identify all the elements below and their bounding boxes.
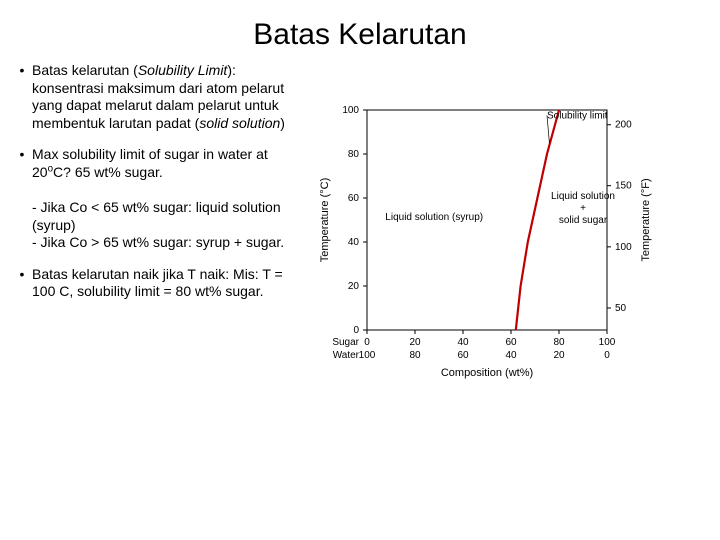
svg-text:80: 80 [553, 337, 565, 348]
bullet-marker: • [12, 266, 32, 301]
svg-text:0: 0 [353, 325, 359, 336]
bullet-marker: • [12, 62, 32, 132]
bullet-1-text: Batas kelarutan (Solubility Limit): kons… [32, 62, 304, 132]
svg-text:80: 80 [348, 149, 360, 160]
svg-text:200: 200 [615, 120, 632, 131]
svg-text:80: 80 [409, 350, 421, 361]
svg-text:40: 40 [505, 350, 517, 361]
text-column: • Batas kelarutan (Solubility Limit): ko… [12, 62, 312, 400]
svg-text:20: 20 [553, 350, 565, 361]
svg-text:+: + [580, 203, 586, 214]
svg-text:Liquid solution (syrup): Liquid solution (syrup) [385, 212, 483, 223]
svg-text:60: 60 [348, 193, 360, 204]
svg-text:60: 60 [505, 337, 517, 348]
svg-text:Sugar: Sugar [332, 337, 359, 348]
svg-text:100: 100 [615, 242, 632, 253]
bullet-1: • Batas kelarutan (Solubility Limit): ko… [12, 62, 304, 132]
svg-text:solid sugar: solid sugar [559, 215, 608, 226]
svg-text:Water: Water [333, 350, 360, 361]
svg-text:Temperature (°F): Temperature (°F) [640, 178, 652, 261]
bullet-marker: • [12, 146, 32, 252]
svg-text:40: 40 [457, 337, 469, 348]
svg-text:50: 50 [615, 303, 627, 314]
svg-text:Composition (wt%): Composition (wt%) [441, 367, 533, 379]
svg-text:60: 60 [457, 350, 469, 361]
svg-text:Temperature (°C): Temperature (°C) [319, 178, 331, 262]
svg-text:Liquid solution: Liquid solution [551, 191, 615, 202]
svg-text:150: 150 [615, 181, 632, 192]
svg-text:0: 0 [604, 350, 610, 361]
svg-text:20: 20 [348, 281, 360, 292]
bullet-3: • Batas kelarutan naik jika T naik: Mis:… [12, 266, 304, 301]
content-area: • Batas kelarutan (Solubility Limit): ko… [0, 62, 720, 400]
bullet-3-text: Batas kelarutan naik jika T naik: Mis: T… [32, 266, 304, 301]
svg-text:0: 0 [364, 337, 370, 348]
svg-text:100: 100 [342, 105, 359, 116]
bullet-2-text: Max solubility limit of sugar in water a… [32, 146, 304, 252]
svg-text:Solubility limit: Solubility limit [547, 110, 608, 121]
bullet-2: • Max solubility limit of sugar in water… [12, 146, 304, 252]
svg-text:100: 100 [359, 350, 376, 361]
svg-text:100: 100 [599, 337, 616, 348]
solubility-chart: 0204060801005010015020001002080406060408… [312, 70, 707, 400]
svg-text:40: 40 [348, 237, 360, 248]
svg-text:20: 20 [409, 337, 421, 348]
page-title: Batas Kelarutan [0, 0, 720, 62]
